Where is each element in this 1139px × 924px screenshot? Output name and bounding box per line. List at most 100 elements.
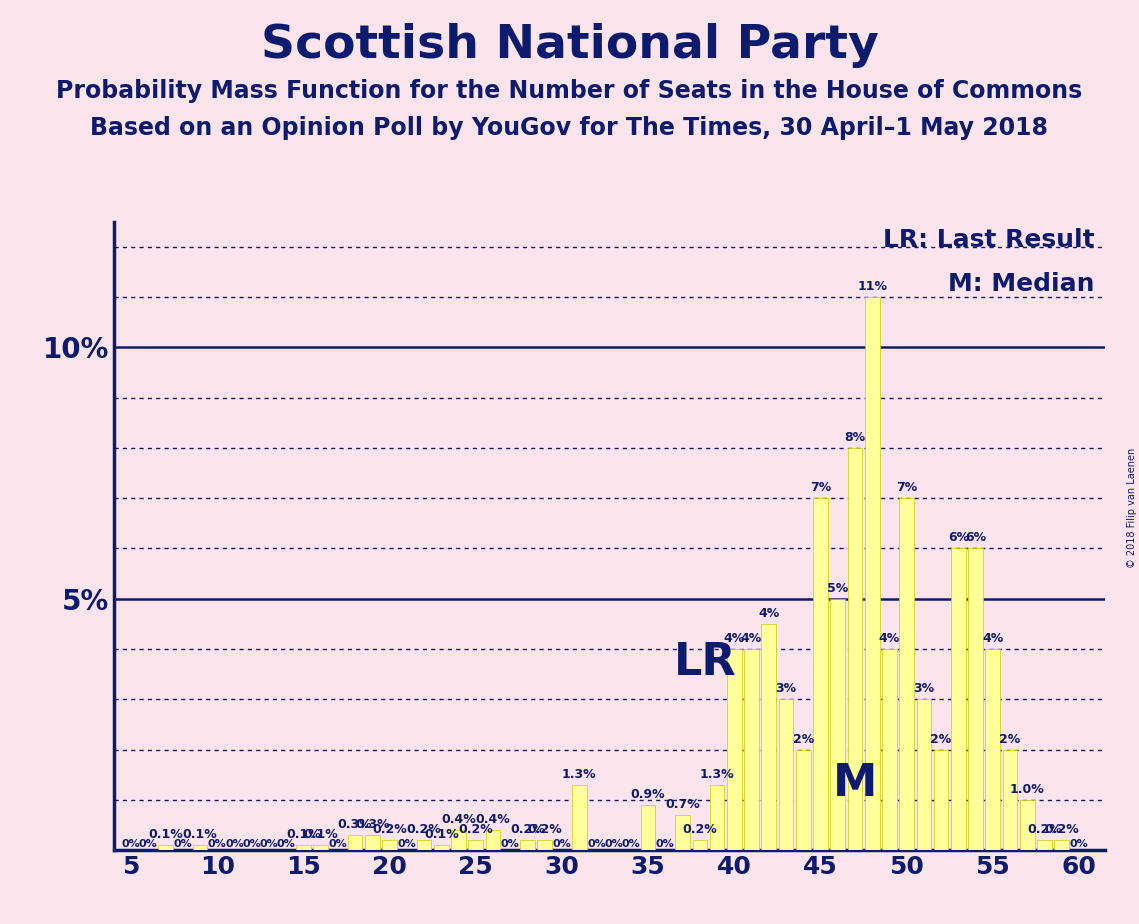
Text: 5%: 5% [827, 582, 849, 595]
Bar [451, 830, 466, 850]
Text: 7%: 7% [810, 481, 831, 494]
Bar [313, 845, 328, 850]
Bar [434, 845, 449, 850]
Text: M: Median: M: Median [949, 272, 1095, 296]
Bar [296, 845, 311, 850]
Bar [830, 599, 845, 850]
Text: 4%: 4% [740, 632, 762, 645]
Text: © 2018 Filip van Laenen: © 2018 Filip van Laenen [1126, 448, 1137, 568]
Text: 0.1%: 0.1% [182, 828, 218, 841]
Bar [813, 498, 828, 850]
Bar [572, 784, 587, 850]
Text: 0.2%: 0.2% [1027, 823, 1062, 836]
Text: 4%: 4% [982, 632, 1003, 645]
Text: 8%: 8% [844, 431, 866, 444]
Text: M: M [833, 762, 877, 805]
Bar [727, 649, 741, 850]
Text: 0%: 0% [622, 839, 640, 848]
Text: 0.9%: 0.9% [631, 788, 665, 801]
Bar [1002, 749, 1017, 850]
Bar [1038, 840, 1051, 850]
Text: 0%: 0% [1070, 839, 1089, 848]
Text: 0.2%: 0.2% [527, 823, 563, 836]
Text: 4%: 4% [759, 607, 779, 620]
Text: 0%: 0% [605, 839, 623, 848]
Bar [468, 840, 483, 850]
Bar [192, 845, 207, 850]
Text: 2%: 2% [999, 733, 1021, 746]
Bar [882, 649, 896, 850]
Text: 0%: 0% [398, 839, 416, 848]
Text: LR: LR [674, 641, 737, 684]
Text: 0.1%: 0.1% [286, 828, 321, 841]
Text: 7%: 7% [896, 481, 917, 494]
Bar [985, 649, 1000, 850]
Text: 6%: 6% [948, 531, 969, 544]
Bar [485, 830, 500, 850]
Text: 0.2%: 0.2% [372, 823, 407, 836]
Bar [366, 835, 379, 850]
Text: 0.4%: 0.4% [441, 813, 476, 826]
Text: 0.4%: 0.4% [476, 813, 510, 826]
Bar [1019, 800, 1034, 850]
Text: 0.2%: 0.2% [1044, 823, 1079, 836]
Bar [762, 624, 776, 850]
Bar [779, 699, 794, 850]
Text: 0%: 0% [501, 839, 519, 848]
Text: Based on an Opinion Poll by YouGov for The Times, 30 April–1 May 2018: Based on an Opinion Poll by YouGov for T… [90, 116, 1049, 140]
Bar [865, 298, 879, 850]
Text: 0%: 0% [226, 839, 244, 848]
Bar [675, 815, 690, 850]
Bar [796, 749, 811, 850]
Text: 0%: 0% [260, 839, 278, 848]
Text: 0%: 0% [139, 839, 157, 848]
Bar [951, 549, 966, 850]
Bar [158, 845, 173, 850]
Bar [521, 840, 535, 850]
Text: Probability Mass Function for the Number of Seats in the House of Commons: Probability Mass Function for the Number… [56, 79, 1083, 103]
Text: 4%: 4% [879, 632, 900, 645]
Text: 1.3%: 1.3% [699, 768, 735, 781]
Bar [1055, 840, 1070, 850]
Bar [968, 549, 983, 850]
Text: Scottish National Party: Scottish National Party [261, 23, 878, 68]
Text: 2%: 2% [931, 733, 952, 746]
Text: 3%: 3% [913, 682, 934, 695]
Text: 0.7%: 0.7% [665, 797, 700, 811]
Text: 0.2%: 0.2% [510, 823, 544, 836]
Text: 0.3%: 0.3% [355, 818, 390, 831]
Text: 1.0%: 1.0% [1010, 783, 1044, 796]
Text: 0.2%: 0.2% [682, 823, 718, 836]
Text: LR: Last Result: LR: Last Result [884, 228, 1095, 252]
Text: 0%: 0% [552, 839, 572, 848]
Text: 3%: 3% [776, 682, 796, 695]
Bar [538, 840, 552, 850]
Bar [917, 699, 932, 850]
Text: 1.3%: 1.3% [562, 768, 597, 781]
Text: 0%: 0% [243, 839, 261, 848]
Bar [693, 840, 707, 850]
Text: 0.2%: 0.2% [458, 823, 493, 836]
Text: 0.3%: 0.3% [338, 818, 372, 831]
Text: 0.2%: 0.2% [407, 823, 442, 836]
Text: 0%: 0% [173, 839, 192, 848]
Text: 2%: 2% [793, 733, 814, 746]
Text: 0.1%: 0.1% [424, 828, 459, 841]
Bar [417, 840, 432, 850]
Text: 0.1%: 0.1% [148, 828, 183, 841]
Text: 0%: 0% [122, 839, 140, 848]
Text: 0%: 0% [277, 839, 296, 848]
Text: 4%: 4% [723, 632, 745, 645]
Text: 0.1%: 0.1% [303, 828, 338, 841]
Bar [641, 805, 655, 850]
Text: 0%: 0% [656, 839, 674, 848]
Text: 0%: 0% [328, 839, 347, 848]
Text: 11%: 11% [858, 280, 887, 293]
Bar [710, 784, 724, 850]
Bar [347, 835, 362, 850]
Bar [934, 749, 949, 850]
Bar [383, 840, 398, 850]
Bar [847, 448, 862, 850]
Bar [900, 498, 913, 850]
Text: 0%: 0% [208, 839, 227, 848]
